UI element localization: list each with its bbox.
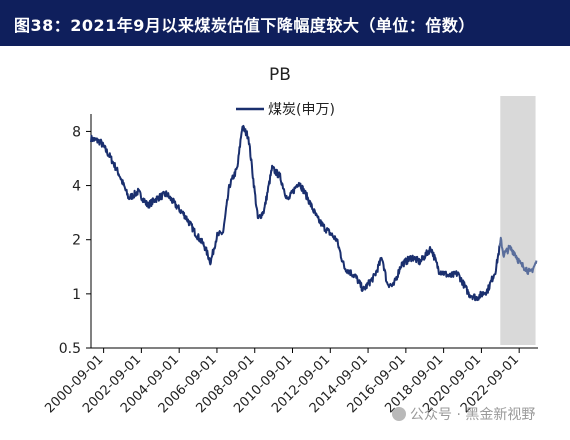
series-line-coal [90, 124, 501, 302]
legend: 煤炭(申万) [236, 102, 335, 118]
legend-label: 煤炭(申万) [268, 102, 335, 118]
y-tick-label: 8 [72, 124, 81, 140]
y-tick-label: 0.5 [59, 341, 81, 357]
figure-title: 图38：2021年9月以来煤炭估值下降幅度较大（单位：倍数） [14, 16, 475, 35]
figure-header: 图38：2021年9月以来煤炭估值下降幅度较大（单位：倍数） [0, 0, 570, 46]
watermark: 公众号 · 黑金新视野 [392, 404, 535, 424]
watermark-text: 公众号 · 黑金新视野 [410, 407, 536, 423]
shaded-period [500, 96, 536, 345]
y-tick-label: 1 [72, 287, 81, 303]
chart-title: PB [269, 65, 291, 85]
wechat-icon [392, 407, 406, 421]
series-line-coal-recent [498, 236, 538, 275]
y-tick-label: 4 [72, 179, 81, 195]
y-ticks: 0.5 1 2 4 8 [59, 124, 91, 357]
y-tick-label: 2 [72, 233, 81, 249]
